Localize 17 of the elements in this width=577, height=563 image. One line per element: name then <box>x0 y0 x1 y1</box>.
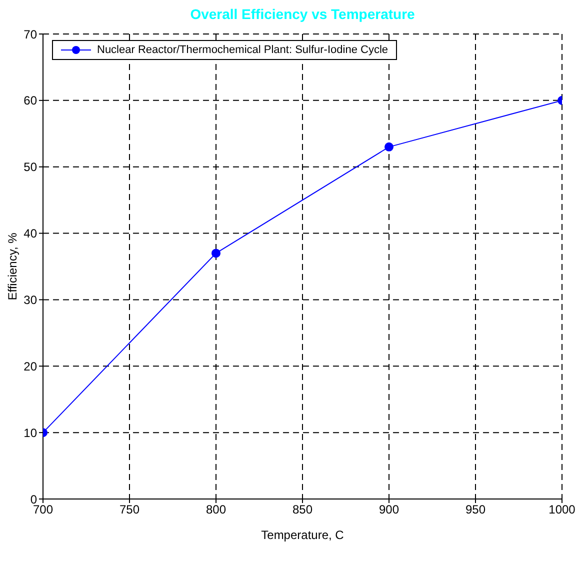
y-tick-label: 20 <box>24 359 38 374</box>
y-axis-title: Efficiency, % <box>5 232 20 300</box>
x-tick-label: 950 <box>465 502 486 517</box>
y-tick-label: 60 <box>24 94 38 108</box>
x-tick-label: 1000 <box>548 502 576 517</box>
y-tick-label: 30 <box>24 292 38 307</box>
x-tick-label: 900 <box>378 502 400 517</box>
x-tick-label: 800 <box>206 502 226 517</box>
x-tick-label: 850 <box>292 502 313 517</box>
y-tick-label: 50 <box>24 160 38 174</box>
chart-title: Overall Efficiency vs Temperature <box>189 6 416 22</box>
x-axis-title: Temperature, C <box>261 528 344 542</box>
x-tick-label: 750 <box>119 502 140 517</box>
y-tick-label: 10 <box>24 426 38 440</box>
y-tick-label: 40 <box>24 226 38 241</box>
legend-label: Nuclear Reactor/Thermochemical Plant: Sulfur-Iodine Cycle <box>97 44 388 56</box>
y-tick-label: 70 <box>24 27 38 42</box>
